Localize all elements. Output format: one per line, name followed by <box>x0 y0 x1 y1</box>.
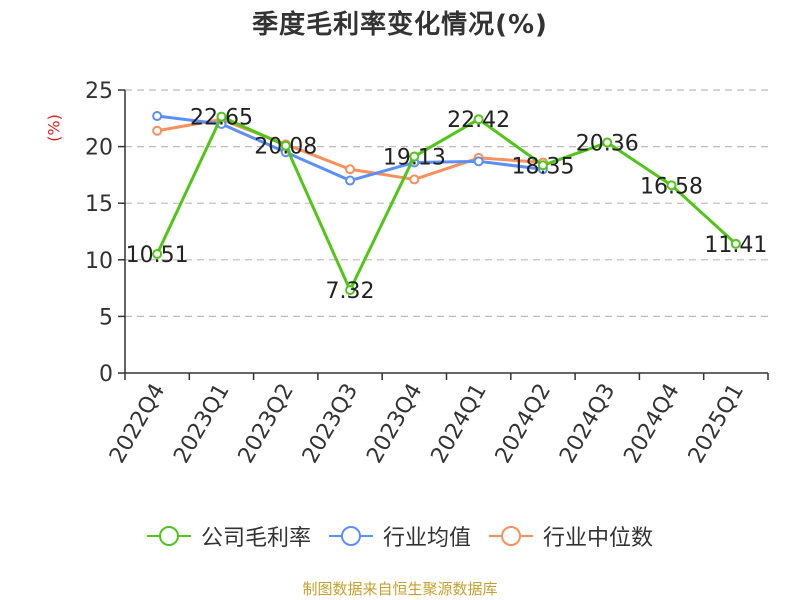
company-series-point[interactable] <box>537 160 548 171</box>
x-tick-label: 2023Q3 <box>298 380 363 468</box>
data-label: 7.32 <box>326 279 375 304</box>
industry-median-series-point[interactable] <box>345 164 356 175</box>
y-tick-label: 5 <box>99 305 113 330</box>
company-series-point[interactable] <box>666 180 677 191</box>
x-tick-label: 2023Q2 <box>234 380 299 468</box>
data-source-note: 制图数据来自恒生聚源数据库 <box>302 580 498 598</box>
legend-item-company[interactable]: 公司毛利率 <box>146 520 311 552</box>
data-label: 10.51 <box>126 243 189 268</box>
company-series-point[interactable] <box>409 151 420 162</box>
y-tick-label: 15 <box>85 192 113 217</box>
legend-label-industry-avg: 行业均值 <box>382 526 471 551</box>
x-tick-label: 2024Q2 <box>491 380 556 468</box>
series-lines <box>152 111 741 296</box>
legend-label-company: 公司毛利率 <box>200 526 311 551</box>
x-tick-label: 2024Q4 <box>619 380 684 468</box>
data-label: 22.65 <box>190 106 253 131</box>
data-label: 20.08 <box>254 135 317 160</box>
y-tick-label: 20 <box>85 136 113 161</box>
chart-title: 季度毛利率变化情况(%) <box>252 10 548 40</box>
y-tick-label: 0 <box>99 362 113 387</box>
legend: 公司毛利率 行业均值 行业中位数 <box>0 520 800 552</box>
company-series-point[interactable] <box>602 137 613 148</box>
data-label: 20.36 <box>576 132 639 157</box>
data-label: 22.42 <box>447 108 510 133</box>
company-series-point[interactable] <box>280 140 291 151</box>
company-series-point[interactable] <box>216 111 227 122</box>
data-label: 19.13 <box>383 145 446 170</box>
x-tick-label: 2024Q3 <box>555 380 620 468</box>
x-tick-label: 2022Q4 <box>105 380 170 468</box>
y-tick-label: 10 <box>85 249 113 274</box>
industry-median-series-point[interactable] <box>409 174 420 185</box>
x-tick-label: 2024Q1 <box>427 380 492 468</box>
company-series-point[interactable] <box>730 238 741 249</box>
company-series-point[interactable] <box>473 114 484 125</box>
legend-marker-industry-avg-icon <box>328 526 373 546</box>
x-tick-label: 2025Q1 <box>684 380 749 468</box>
data-label: 11.41 <box>704 233 767 258</box>
industry-median-series-point[interactable] <box>152 125 163 136</box>
y-tick-label: 25 <box>85 79 113 104</box>
legend-item-industry-median[interactable]: 行业中位数 <box>489 520 653 552</box>
axes: 0 5 10 15 20 25 2022Q42023Q12023Q22023Q32023Q4… <box>85 79 769 468</box>
industry-avg-series-point[interactable] <box>345 175 356 186</box>
x-tick-label: 2023Q4 <box>362 380 427 468</box>
company-series-point[interactable] <box>345 285 356 296</box>
legend-marker-company-icon <box>146 526 191 546</box>
industry-avg-series-point[interactable] <box>152 111 163 122</box>
legend-item-industry-avg[interactable]: 行业均值 <box>328 520 471 552</box>
industry-avg-series-point[interactable] <box>473 156 484 167</box>
legend-label-industry-median: 行业中位数 <box>543 526 654 551</box>
data-label: 16.58 <box>640 174 703 199</box>
x-tick-label: 2023Q1 <box>169 380 234 468</box>
data-labels: 10.5122.6520.087.3219.1322.4218.3520.361… <box>126 106 768 305</box>
data-label: 18.35 <box>511 154 574 179</box>
legend-marker-industry-median-icon <box>489 526 533 546</box>
company-series-line <box>155 115 737 292</box>
company-series-point[interactable] <box>152 249 163 260</box>
